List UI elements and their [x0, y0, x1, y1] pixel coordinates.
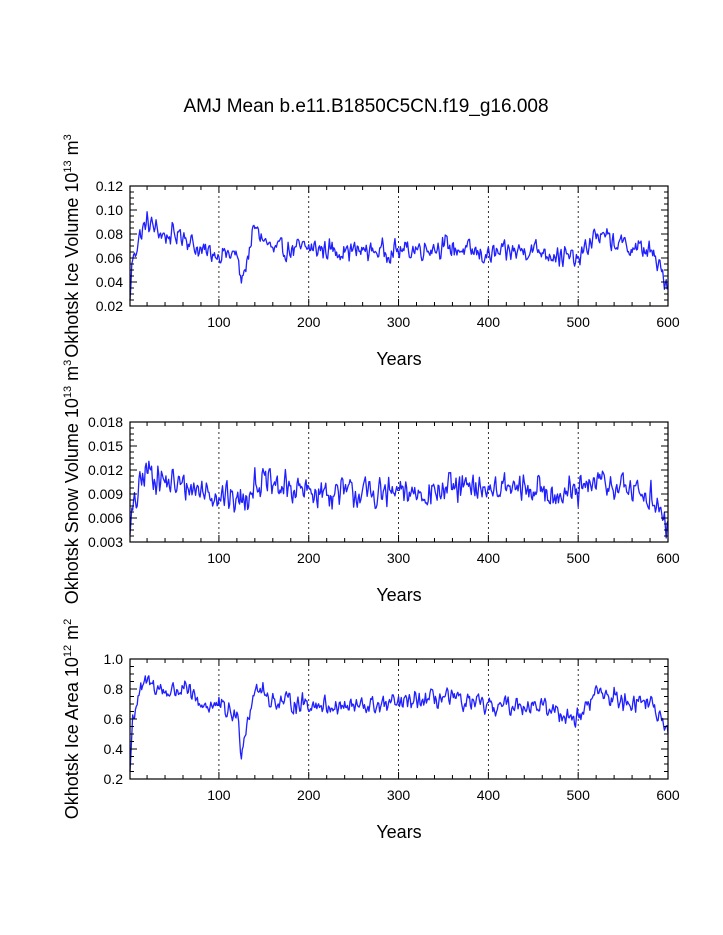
x-axis-title: Years — [376, 349, 421, 369]
x-tick-label: 300 — [387, 550, 411, 566]
y-tick-label: 0.6 — [104, 711, 124, 727]
x-tick-label: 600 — [656, 550, 680, 566]
y-tick-label: 0.018 — [88, 414, 123, 430]
y-tick-label: 0.009 — [88, 486, 123, 502]
x-tick-label: 500 — [567, 550, 591, 566]
y-axis-title-text: Okhotsk Ice Volume 10 — [62, 173, 82, 358]
x-tick-label: 500 — [567, 314, 591, 330]
x-tick-label: 100 — [207, 314, 231, 330]
y-axis-title-text: m — [62, 140, 82, 160]
x-tick-label: 400 — [477, 550, 501, 566]
x-tick-label: 300 — [387, 314, 411, 330]
y-tick-label: 0.2 — [104, 771, 124, 787]
y-axis-title-exponent: 13 — [62, 160, 74, 172]
x-tick-label: 100 — [207, 550, 231, 566]
y-tick-label: 0.02 — [96, 298, 123, 314]
x-tick-label: 200 — [297, 314, 321, 330]
y-tick-label: 0.8 — [104, 681, 124, 697]
panel-1: 100 200 300 400 500 600 0.02 0.04 0.06 0.08 0.10 0.… — [62, 134, 680, 369]
y-axis-title-text: m — [62, 625, 82, 645]
y-axis-title: Okhotsk Ice Volume 1013 m3 — [62, 134, 82, 357]
y-tick-label: 0.12 — [96, 178, 123, 194]
x-tick-label: 300 — [387, 787, 411, 803]
x-tick-label: 600 — [656, 314, 680, 330]
y-axis-title-exponent: 3 — [62, 134, 74, 140]
x-tick-label: 100 — [207, 787, 231, 803]
y-tick-label: 0.08 — [96, 226, 123, 242]
y-tick-label: 0.003 — [88, 534, 123, 550]
panel-2: 100 200 300 400 500 600 0.003 0.006 0.009 0.012 0.… — [62, 360, 680, 605]
y-axis-title-exponent: 13 — [62, 386, 74, 398]
y-tick-label: 1.0 — [104, 651, 124, 667]
y-axis-title-exponent: 2 — [62, 619, 74, 625]
y-axis-title-text: m — [62, 366, 82, 386]
chart-title: AMJ Mean b.e11.B1850C5CN.f19_g16.008 — [183, 96, 548, 117]
x-axis-title: Years — [376, 585, 421, 605]
series-line — [129, 460, 669, 539]
y-axis-title-exponent: 3 — [62, 360, 74, 366]
panels: 100 200 300 400 500 600 0.02 0.04 0.06 0.08 0.10 0.… — [62, 134, 680, 842]
y-tick-label: 0.04 — [96, 274, 123, 290]
plot-frame — [129, 185, 669, 307]
y-axis-title-text: Okhotsk Ice Area 10 — [62, 657, 82, 819]
x-tick-label: 200 — [297, 787, 321, 803]
series-line — [129, 211, 669, 301]
y-tick-label: 0.012 — [88, 462, 123, 478]
x-tick-label: 200 — [297, 550, 321, 566]
y-axis-title: Okhotsk Snow Volume 1013 m3 — [62, 360, 82, 605]
y-axis-title-text: Okhotsk Snow Volume 10 — [62, 398, 82, 604]
x-tick-label: 400 — [477, 787, 501, 803]
y-tick-label: 0.06 — [96, 250, 123, 266]
y-axis-title-exponent: 12 — [62, 645, 74, 657]
y-axis-title: Okhotsk Ice Area 1012 m2 — [62, 619, 82, 819]
panel-3: 100 200 300 400 500 600 0.2 0.4 0.6 0.8 1.0 Years Ok… — [62, 619, 680, 842]
x-tick-label: 400 — [477, 314, 501, 330]
x-tick-label: 600 — [656, 787, 680, 803]
x-axis-title: Years — [376, 822, 421, 842]
x-tick-label: 500 — [567, 787, 591, 803]
plot-frame — [129, 658, 669, 780]
y-tick-label: 0.10 — [96, 202, 123, 218]
y-tick-label: 0.006 — [88, 510, 123, 526]
y-tick-label: 0.4 — [104, 741, 124, 757]
y-tick-label: 0.015 — [88, 438, 123, 454]
series-line — [129, 675, 669, 772]
